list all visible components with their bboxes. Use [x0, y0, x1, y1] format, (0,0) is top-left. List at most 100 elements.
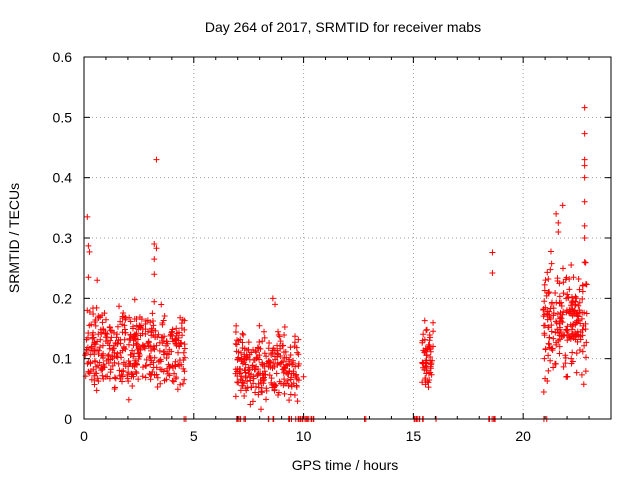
data-point: [272, 301, 279, 308]
data-point: [93, 304, 100, 311]
data-point: [158, 334, 165, 341]
data-point: [84, 213, 91, 220]
data-point: [107, 327, 114, 334]
data-point: [568, 299, 575, 306]
data-point: [171, 337, 178, 344]
data-point: [245, 339, 252, 346]
data-point: [427, 365, 434, 372]
data-point: [173, 325, 180, 332]
data-point: [571, 333, 578, 340]
data-point: [263, 396, 270, 403]
data-point: [100, 326, 107, 333]
data-point: [247, 377, 254, 384]
data-point: [574, 328, 581, 335]
data-point: [287, 344, 294, 351]
data-point: [271, 386, 278, 393]
data-point: [575, 276, 582, 283]
data-point: [166, 363, 173, 370]
data-point: [113, 334, 120, 341]
data-point: [237, 387, 244, 394]
data-point: [568, 355, 575, 362]
data-point: [246, 374, 253, 381]
data-point: [271, 353, 278, 360]
data-point: [563, 326, 570, 333]
data-point: [142, 331, 149, 338]
data-point: [153, 245, 160, 252]
data-point: [550, 364, 557, 371]
data-point: [171, 370, 178, 377]
data-point: [180, 365, 187, 372]
data-point: [244, 353, 251, 360]
data-point: [149, 368, 156, 375]
data-point: [153, 342, 160, 349]
data-point: [103, 334, 110, 341]
data-point: [261, 334, 268, 341]
data-point: [570, 298, 577, 305]
data-point: [576, 286, 583, 293]
data-point: [430, 319, 437, 326]
data-point: [161, 377, 168, 384]
data-point: [174, 386, 181, 393]
data-point: [98, 330, 105, 337]
x-tick-label: 0: [80, 428, 88, 444]
data-point: [546, 314, 553, 321]
data-point: [120, 309, 127, 316]
data-point: [422, 345, 429, 352]
data-point: [96, 359, 103, 366]
data-point: [92, 358, 99, 365]
data-point: [107, 369, 114, 376]
data-point: [287, 391, 294, 398]
data-point: [258, 406, 265, 413]
data-point: [159, 340, 166, 347]
data-point: [549, 345, 556, 352]
data-point: [254, 354, 261, 361]
data-point: [583, 310, 590, 317]
data-point: [574, 338, 581, 345]
data-point: [542, 375, 549, 382]
data-point: [84, 307, 91, 314]
data-point: [294, 349, 301, 356]
data-point: [423, 327, 430, 334]
y-tick-label: 0.5: [53, 109, 73, 125]
data-point: [274, 342, 281, 349]
data-point: [579, 288, 586, 295]
data-point: [181, 354, 188, 361]
data-point: [99, 312, 106, 319]
data-point: [166, 372, 173, 379]
data-point: [562, 352, 569, 359]
data-point: [577, 329, 584, 336]
data-point: [286, 368, 293, 375]
data-point: [548, 328, 555, 335]
data-point: [124, 372, 131, 379]
data-point: [155, 331, 162, 338]
data-point: [559, 202, 566, 209]
data-point: [580, 322, 587, 329]
data-point: [129, 383, 136, 390]
data-point: [121, 322, 128, 329]
data-point: [117, 336, 124, 343]
data-point: [90, 310, 97, 317]
data-point: [553, 320, 560, 327]
data-point: [116, 303, 123, 310]
data-point: [281, 390, 288, 397]
data-point: [86, 322, 93, 329]
data-point: [581, 174, 588, 181]
data-point: [270, 345, 277, 352]
data-point: [114, 350, 121, 357]
data-point: [489, 249, 496, 256]
data-point: [250, 373, 257, 380]
data-points: [82, 104, 590, 422]
data-point: [252, 389, 259, 396]
data-point: [277, 360, 284, 367]
data-point: [427, 369, 434, 376]
data-point: [426, 337, 433, 344]
data-point: [240, 380, 247, 387]
data-point: [578, 315, 585, 322]
data-point: [238, 357, 245, 364]
chart-title: Day 264 of 2017, SRMTID for receiver mab…: [205, 19, 481, 35]
data-point: [92, 347, 99, 354]
data-point: [166, 346, 173, 353]
data-point: [178, 320, 185, 327]
data-point: [147, 361, 154, 368]
data-point: [541, 355, 548, 362]
